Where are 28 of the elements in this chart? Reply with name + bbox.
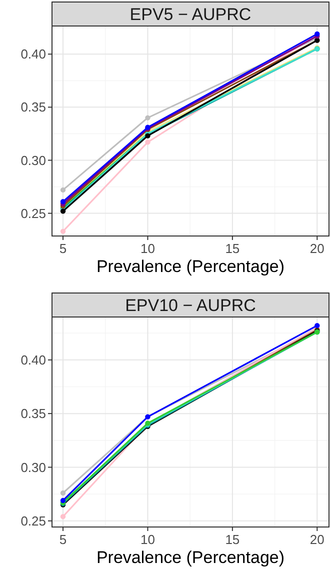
x-tick-label: 20: [310, 532, 324, 547]
x-tick-label: 10: [140, 532, 155, 547]
point: [60, 187, 66, 193]
point: [60, 514, 66, 520]
y-tick-label: 0.25: [20, 206, 46, 221]
y-tick-label: 0.35: [20, 100, 46, 115]
chart-title: EPV5 − AUPRC: [130, 5, 252, 24]
point: [314, 322, 320, 328]
x-tick-label: 20: [310, 241, 324, 256]
point: [60, 498, 66, 504]
y-tick-label: 0.40: [20, 352, 46, 368]
y-tick-label: 0.30: [20, 460, 46, 475]
y-tick-label: 0.30: [20, 152, 46, 168]
y-tick-label: 0.40: [20, 46, 46, 62]
y-tick-label: 0.35: [20, 406, 46, 422]
x-tick-label: 15: [225, 532, 240, 547]
point: [60, 228, 66, 234]
x-tick-label: 5: [59, 241, 67, 256]
y-tick-label: 0.25: [20, 513, 46, 528]
x-tick-label: 5: [59, 532, 67, 547]
x-tick-label: 15: [225, 241, 240, 256]
point: [145, 140, 150, 145]
x-axis-title: Prevalence (Percentage): [96, 257, 285, 276]
x-axis-title: Prevalence (Percentage): [96, 548, 285, 567]
chart-title: EPV10 − AUPRC: [125, 296, 256, 315]
point: [145, 115, 150, 120]
point: [60, 490, 66, 496]
x-tick-label: 10: [140, 241, 155, 256]
